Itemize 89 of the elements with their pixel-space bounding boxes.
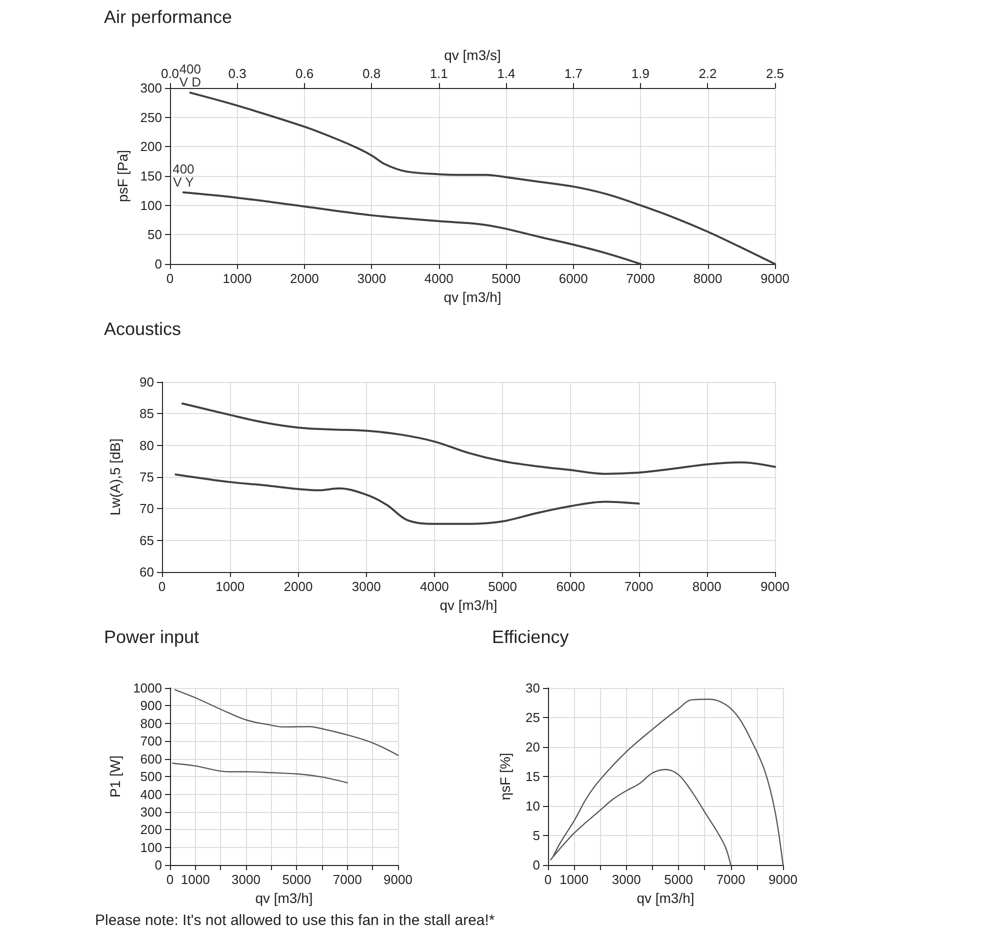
x-tick-label: 7000 xyxy=(626,271,656,286)
y-tick-label: 800 xyxy=(140,716,162,731)
x-tick-label: 1000 xyxy=(560,872,589,888)
x-tick-label: 2000 xyxy=(284,579,313,594)
y-tick-label: 100 xyxy=(140,840,162,855)
y-tick-label: 300 xyxy=(140,80,162,96)
x-tick-label: 7000 xyxy=(332,872,362,888)
x2-tick-label: 0.0 xyxy=(160,66,180,81)
y-tick-label: 5 xyxy=(532,828,540,844)
x-tick-label: 1000 xyxy=(180,872,210,888)
x-tick-label: 1000 xyxy=(216,579,245,594)
y-tick-label: 100 xyxy=(140,198,162,213)
x-tick-label: 0 xyxy=(544,872,552,888)
y-tick-label: 85 xyxy=(140,406,154,422)
x-tick-label: 6000 xyxy=(558,271,588,286)
y-tick-label: 30 xyxy=(526,680,540,696)
y-tick-label: 25 xyxy=(526,710,540,726)
x-tick-label: 8000 xyxy=(692,579,722,594)
y-tick-label: 70 xyxy=(140,501,154,516)
x-tick-label: 6000 xyxy=(556,579,586,594)
x-tick-label: 9000 xyxy=(768,872,798,888)
y-tick-label: 250 xyxy=(140,110,162,125)
x-tick-label: 2000 xyxy=(290,271,319,286)
y-tick-label: 1000 xyxy=(133,680,162,696)
x-tick-label: 7000 xyxy=(624,579,654,594)
chart-title: Air performance xyxy=(104,7,232,28)
x2-tick-label: 1.9 xyxy=(631,66,650,81)
y-tick-label: 900 xyxy=(140,698,162,714)
x-tick-label: 4000 xyxy=(424,271,454,286)
x2-tick-label: 1.4 xyxy=(497,66,516,81)
y-tick-label: 500 xyxy=(140,769,162,784)
y-tick-label: 200 xyxy=(140,139,162,154)
y-tick-label: 20 xyxy=(526,740,540,755)
x-axis-title: qv [m3/h] xyxy=(440,596,498,613)
x2-tick-label: 0.6 xyxy=(296,66,314,81)
x-tick-label: 9000 xyxy=(760,579,790,594)
y-tick-label: 75 xyxy=(140,470,154,484)
x-tick-label: 9000 xyxy=(384,872,412,888)
y-tick-label: 0 xyxy=(154,858,162,873)
x-tick-label: 4000 xyxy=(420,579,449,594)
x-axis-title: qv [m3/h] xyxy=(444,288,502,305)
y-tick-label: 60 xyxy=(140,564,154,580)
y-tick-label: 400 xyxy=(140,786,162,802)
series-label: 400 V Y xyxy=(172,161,194,190)
y-axis-title: P1 [W] xyxy=(107,756,124,798)
x2-tick-label: 0.8 xyxy=(362,66,381,81)
chart-title: Acoustics xyxy=(104,319,182,340)
x-tick-label: 8000 xyxy=(693,271,722,286)
text: Please note: It's not allowed to use this fan in the stall area!* xyxy=(95,912,495,929)
y-tick-label: 0 xyxy=(154,256,162,272)
x2-tick-label: 0.3 xyxy=(228,66,246,81)
x2-axis-title: qv [m3/s] xyxy=(444,47,501,64)
y-tick-label: 15 xyxy=(526,769,540,784)
x-axis-title: qv [m3/h] xyxy=(255,890,313,906)
x-tick-label: 1000 xyxy=(222,271,252,286)
x-tick-label: 3000 xyxy=(357,271,386,286)
y-tick-label: 600 xyxy=(140,751,162,766)
x-tick-label: 5000 xyxy=(492,271,521,286)
y-tick-label: 10 xyxy=(526,798,540,814)
y-tick-label: 700 xyxy=(140,734,162,749)
y-tick-label: 0 xyxy=(532,858,540,873)
y-tick-label: 300 xyxy=(140,804,162,820)
x-tick-label: 0 xyxy=(166,872,174,888)
chart-title: Power input xyxy=(104,627,200,648)
x-tick-label: 7000 xyxy=(716,872,746,888)
y-tick-label: 80 xyxy=(140,438,154,453)
x-tick-label: 3000 xyxy=(232,872,260,888)
x-tick-label: 5000 xyxy=(282,872,312,888)
x-tick-label: 9000 xyxy=(760,271,790,286)
chart-title: Efficiency xyxy=(492,627,569,648)
x2-tick-label: 1.7 xyxy=(564,66,582,81)
y-tick-label: 65 xyxy=(140,532,154,548)
y-tick-label: 150 xyxy=(140,168,162,184)
y-tick-label: 90 xyxy=(140,374,154,390)
x-axis-title: qv [m3/h] xyxy=(636,890,694,906)
x2-tick-label: 2.2 xyxy=(698,66,717,81)
x-tick-label: 5000 xyxy=(664,872,694,888)
x-tick-label: 3000 xyxy=(352,579,381,594)
y-axis-title: psF [Pa] xyxy=(114,150,130,202)
x2-tick-label: 1.1 xyxy=(430,66,448,81)
series-label: 400 V D xyxy=(179,62,202,90)
y-axis-title: ηsF [%] xyxy=(497,752,513,800)
x-tick-label: 3000 xyxy=(612,872,641,888)
x2-tick-label: 2.5 xyxy=(766,66,784,81)
y-tick-label: 200 xyxy=(140,822,162,838)
x-tick-label: 0 xyxy=(166,271,174,286)
y-axis-title: Lw(A),5 [dB] xyxy=(107,438,123,516)
x-tick-label: 5000 xyxy=(488,579,518,594)
y-tick-label: 50 xyxy=(148,227,162,242)
